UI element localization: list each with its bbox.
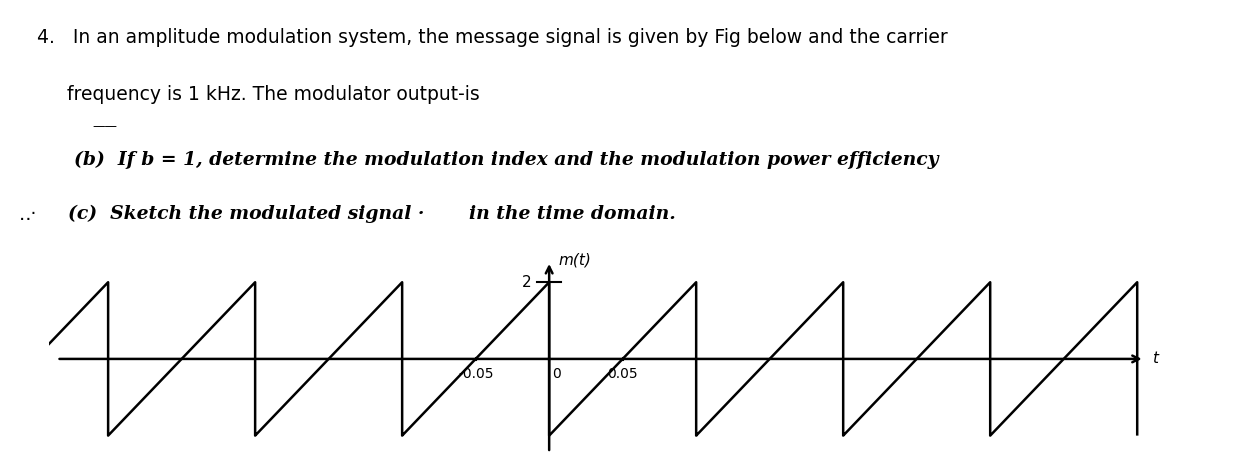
Text: 0: 0: [552, 367, 561, 382]
Text: (c)  Sketch the modulated signal ·: (c) Sketch the modulated signal ·: [68, 205, 424, 223]
Text: t: t: [1152, 351, 1158, 366]
Text: -0.05: -0.05: [457, 367, 493, 382]
Text: ——: ——: [92, 120, 117, 133]
Text: 4.   In an amplitude modulation system, the message signal is given by Fig below: 4. In an amplitude modulation system, th…: [37, 28, 948, 47]
Text: 2: 2: [522, 275, 531, 290]
Text: m(t): m(t): [559, 252, 591, 268]
Text: 0.05: 0.05: [608, 367, 637, 382]
Text: in the time domain.: in the time domain.: [469, 205, 676, 223]
Text: frequency is 1 kHz. The modulator output-is: frequency is 1 kHz. The modulator output…: [37, 85, 480, 104]
Text: ‥·: ‥·: [18, 205, 37, 224]
Text: (b)  If b = 1, determine the modulation index and the modulation power efficienc: (b) If b = 1, determine the modulation i…: [74, 151, 938, 169]
